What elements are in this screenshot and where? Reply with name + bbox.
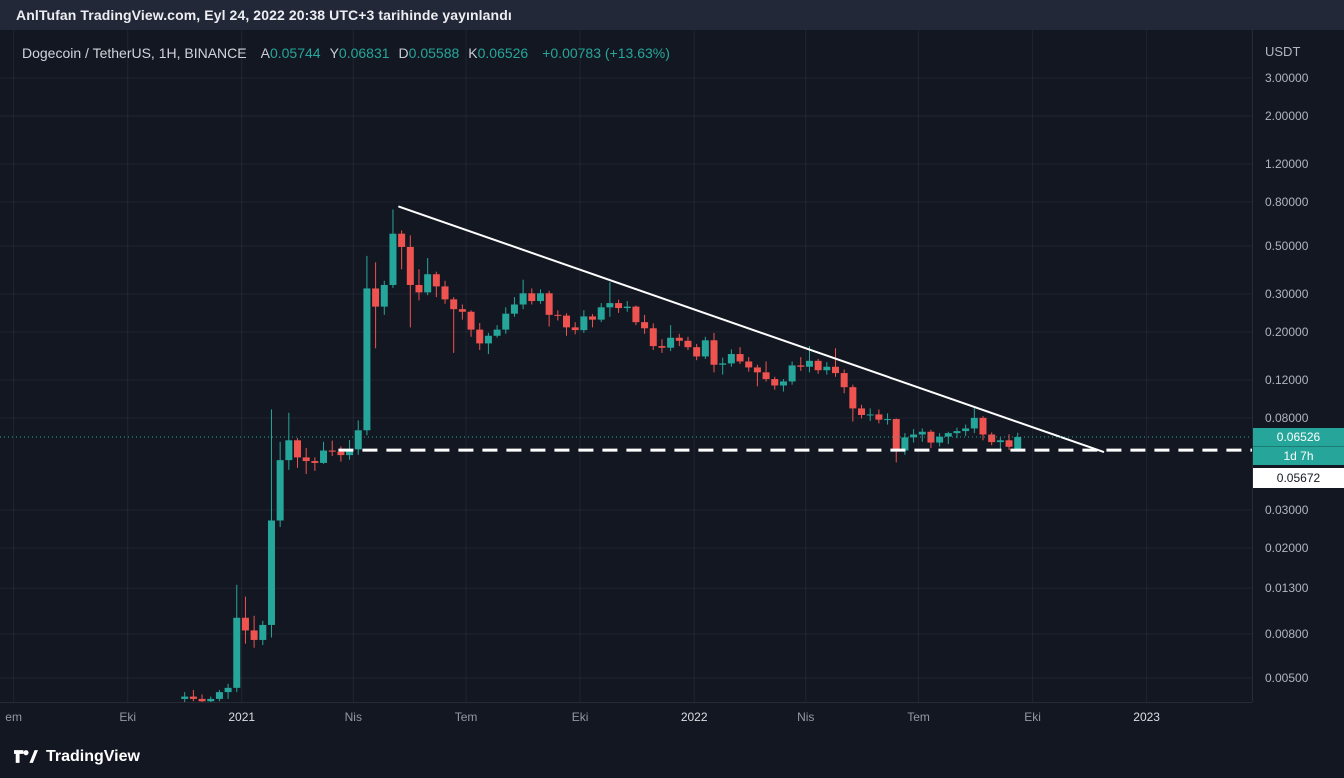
price-tick-label: 0.01300 <box>1265 581 1309 596</box>
bottom-toolbar: TradingView <box>0 735 1344 778</box>
last-price-badge[interactable]: 0.06526 1d 7h <box>1253 427 1344 465</box>
symbol-title[interactable]: Dogecoin / TetherUS, 1H, BINANCE <box>22 45 247 61</box>
price-tick-label: 0.00500 <box>1265 670 1309 685</box>
time-tick-label: Tem <box>907 710 930 724</box>
price-tick-label: 0.30000 <box>1265 286 1309 301</box>
last-price-value: 0.06526 <box>1276 429 1321 444</box>
time-tick-label: Nis <box>344 710 362 724</box>
time-tick-label: Eki <box>119 710 137 724</box>
price-tick-label: 0.12000 <box>1265 372 1309 387</box>
time-tick-label: Eki <box>571 710 589 724</box>
bar-close-countdown: 1d 7h <box>1253 445 1344 465</box>
price-tick-label: 0.02000 <box>1265 540 1309 555</box>
price-axis[interactable]: USDT 0.06526 1d 7h 0.05672 3.00000 2.0000… <box>1252 30 1344 702</box>
ohlc-low: D0.05588 <box>398 45 460 61</box>
time-tick-label: Tem <box>454 710 478 724</box>
ohlc-values: A0.05744 Y0.06831 D0.05588 K0.06526 <box>261 45 529 61</box>
publish-info-text: AnlTufan TradingView.com, Eyl 24, 2022 2… <box>16 7 512 23</box>
time-axis[interactable]: em Eki 2021 Nis Tem Eki 2022 Nis Tem Eki 2023 <box>0 702 1252 735</box>
price-tick-label: 2.00000 <box>1265 108 1309 123</box>
axis-currency-label: USDT <box>1265 44 1301 59</box>
time-tick-label: 2023 <box>1133 710 1160 724</box>
price-tick-label: 0.08000 <box>1265 410 1309 425</box>
publish-info-bar: AnlTufan TradingView.com, Eyl 24, 2022 2… <box>0 0 1344 30</box>
time-tick-label: Nis <box>797 710 815 724</box>
price-tick-label: 3.00000 <box>1265 70 1309 85</box>
time-tick-label: 2021 <box>228 710 256 724</box>
price-tick-label: 0.03000 <box>1265 502 1309 517</box>
ohlc-high: Y0.06831 <box>329 45 390 61</box>
symbol-header: Dogecoin / TetherUS, 1H, BINANCE A0.0574… <box>22 45 670 61</box>
time-tick-label: Eki <box>1024 710 1041 724</box>
tradingview-logo-text[interactable]: TradingView <box>46 747 140 765</box>
price-tick-label: 0.50000 <box>1265 238 1309 253</box>
price-tick-label: 0.20000 <box>1265 324 1309 339</box>
price-tick-label: 0.80000 <box>1265 194 1309 209</box>
ohlc-open: A0.05744 <box>260 45 321 61</box>
price-tick-label: 0.00800 <box>1265 626 1309 641</box>
tradingview-logo-icon[interactable] <box>14 749 38 764</box>
price-tick-label: 1.20000 <box>1265 156 1309 171</box>
ohlc-close: K0.06526 <box>468 45 529 61</box>
change-value: +0.00783 (+13.63%) <box>542 45 670 61</box>
time-tick-label: em <box>5 710 22 724</box>
level-price-badge[interactable]: 0.05672 <box>1253 467 1344 488</box>
time-tick-label: 2022 <box>680 710 708 724</box>
